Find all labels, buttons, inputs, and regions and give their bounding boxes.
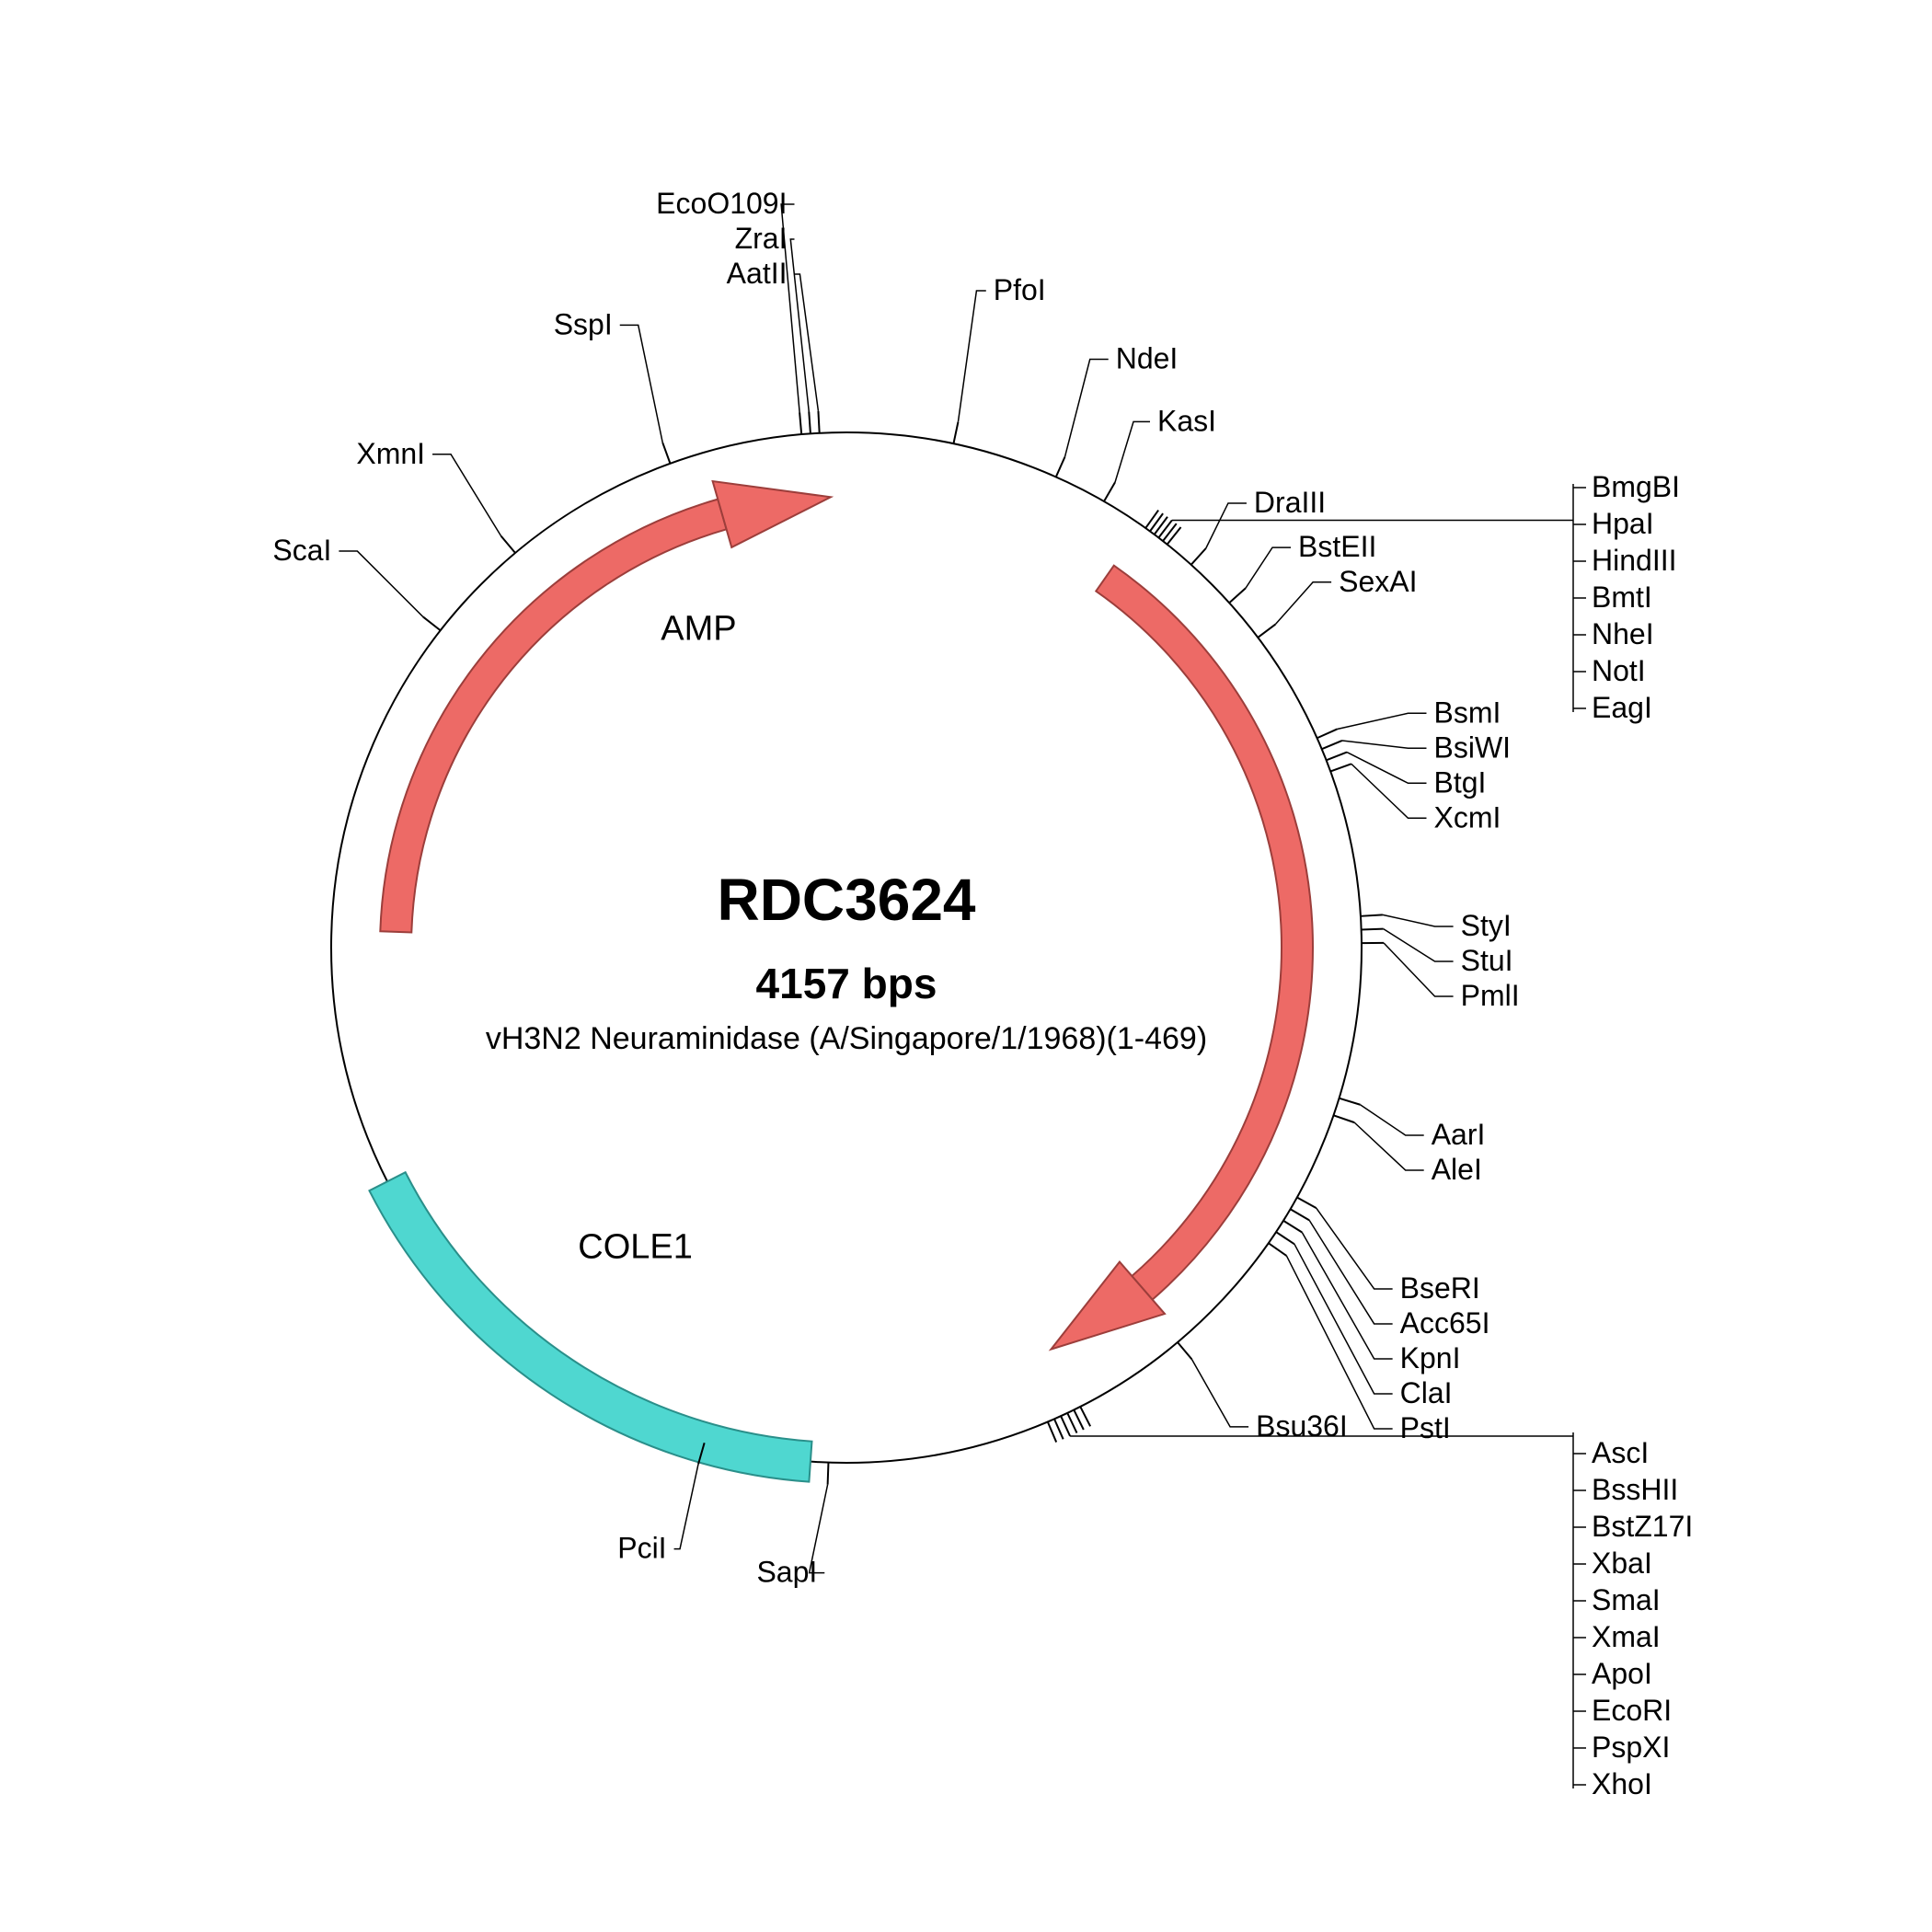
callout-item: NotI [1592,654,1646,687]
site-label: ScaI [272,534,331,567]
callout-item: BstZ17I [1592,1510,1693,1543]
site-label: BstEII [1298,530,1376,563]
plasmid-description: vH3N2 Neuraminidase (A/Singapore/1/1968)… [486,1021,1207,1056]
site-label: AarI [1432,1118,1486,1151]
callout-item: XbaI [1592,1547,1652,1580]
callout-item: PspXI [1592,1731,1670,1764]
site-label: KpnI [1400,1341,1461,1374]
site-label: SexAI [1339,565,1417,598]
site-label: StyI [1461,909,1512,942]
callout-item: EagI [1592,691,1652,724]
site-label: XmnI [356,437,425,470]
callout-item: EcoRI [1592,1694,1672,1727]
callout-item: XhoI [1592,1767,1652,1800]
site-tick [1362,929,1384,930]
callout-item: BmgBI [1592,470,1680,503]
site-label: PfoI [994,273,1046,306]
site-label: SspI [554,307,613,340]
feature-label: COLE1 [578,1228,693,1267]
callout-item: HindIII [1592,544,1676,577]
callout-item: BmtI [1592,581,1652,614]
site-label: KasI [1157,404,1216,437]
site-label: Acc65I [1400,1306,1490,1340]
site-label: ClaI [1400,1376,1453,1409]
feature-label: AMP [661,610,736,649]
site-label: PmlI [1461,979,1520,1012]
site-label: BsiWI [1433,730,1511,764]
site-label: DraIII [1254,486,1326,519]
site-label: EcoO109I [656,187,787,220]
site-label: AatII [727,257,788,290]
callout-item: AscI [1592,1436,1649,1469]
site-label: BseRI [1400,1271,1480,1305]
callout-item: ApoI [1592,1657,1652,1690]
plasmid-name: RDC3624 [717,867,975,933]
site-label: SapI [756,1556,817,1589]
site-label: PciI [617,1532,666,1565]
site-tick [828,1463,829,1485]
site-label: AleI [1432,1153,1482,1186]
callout-item: NheI [1592,617,1654,650]
site-label: XcmI [1433,800,1501,834]
callout-item: HpaI [1592,507,1654,540]
site-label: BtgI [1433,765,1486,799]
site-label: Bsu36I [1256,1409,1348,1443]
callout-item: XmaI [1592,1620,1661,1653]
callout-item: BssHII [1592,1473,1678,1506]
site-label: StuI [1461,944,1513,977]
site-tick [818,411,819,433]
site-label: BsmI [1433,696,1501,729]
site-label: NdeI [1116,342,1179,375]
plasmid-size: 4157 bps [756,960,937,1007]
callout-item: SmaI [1592,1583,1661,1616]
site-label: PstI [1400,1411,1451,1444]
site-label: ZraI [735,222,788,255]
